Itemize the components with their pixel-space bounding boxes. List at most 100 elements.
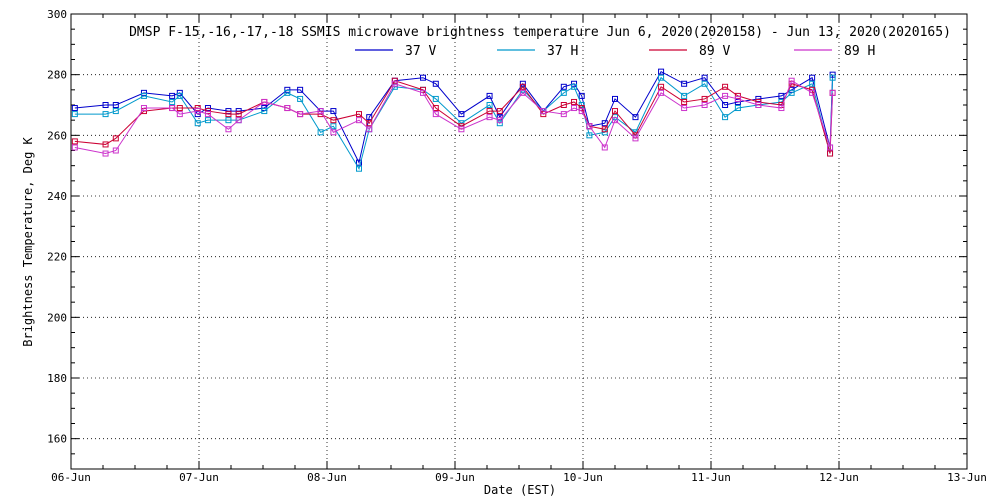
data-point	[225, 126, 232, 133]
data-point	[204, 105, 211, 112]
data-point	[486, 108, 493, 115]
data-point	[681, 92, 688, 99]
data-point	[722, 83, 729, 90]
data-point	[194, 105, 201, 112]
data-point	[176, 92, 183, 99]
data-point	[560, 102, 567, 108]
data-point	[578, 92, 585, 99]
data-point	[778, 92, 785, 99]
data-point	[788, 77, 795, 84]
x-tick-label: 06-Jun	[51, 471, 91, 484]
data-point	[540, 111, 547, 118]
data-point	[235, 111, 242, 118]
data-point	[701, 74, 708, 81]
data-point	[112, 108, 119, 115]
series-layer	[71, 68, 836, 172]
data-point	[496, 108, 503, 115]
data-point	[829, 89, 836, 96]
data-point	[194, 120, 201, 127]
data-point	[681, 98, 688, 105]
data-point	[560, 111, 567, 118]
data-point	[330, 108, 337, 115]
data-point	[496, 117, 503, 124]
x-tick-label: 07-Jun	[179, 471, 219, 484]
x-tick-label: 13-Jun	[947, 471, 987, 484]
data-point	[829, 71, 836, 78]
data-point	[261, 108, 268, 115]
data-point	[71, 111, 78, 118]
legend-label: 89 H	[844, 44, 875, 59]
x-axis-label: Date (EST)	[484, 483, 556, 497]
data-point	[112, 147, 119, 154]
data-point	[778, 105, 785, 112]
data-point	[578, 108, 585, 115]
data-point	[432, 80, 439, 87]
data-point	[571, 105, 578, 112]
data-point	[420, 89, 426, 96]
data-point	[734, 92, 741, 99]
data-point	[204, 117, 211, 124]
data-point	[601, 126, 608, 133]
y-tick-label: 180	[47, 372, 67, 385]
series-line-segment	[829, 92, 834, 148]
x-axis: 06-Jun 07-Jun 08-Jun 09-Jun 10-Jun 11-Jun 12-J…	[51, 14, 987, 484]
y-tick-label: 240	[47, 190, 67, 203]
data-point	[140, 89, 147, 96]
data-point	[102, 150, 109, 157]
data-point	[356, 159, 362, 166]
data-point	[458, 126, 465, 133]
data-point	[658, 89, 665, 96]
data-point	[601, 129, 608, 136]
data-point	[486, 92, 493, 99]
series-89-h	[71, 77, 836, 157]
data-point	[571, 83, 578, 90]
data-point	[496, 120, 503, 127]
data-point	[391, 77, 398, 84]
x-tick-label: 11-Jun	[691, 471, 731, 484]
data-point	[809, 89, 816, 96]
data-point	[284, 89, 291, 96]
data-point	[458, 111, 465, 118]
data-point	[722, 92, 729, 99]
data-point	[356, 165, 362, 172]
y-tick-label: 280	[47, 69, 67, 82]
data-point	[112, 135, 119, 142]
data-point	[560, 83, 567, 90]
data-point	[225, 108, 232, 115]
data-point	[297, 95, 304, 102]
data-point	[194, 108, 201, 115]
data-point	[169, 92, 176, 99]
data-point	[225, 111, 232, 118]
data-point	[755, 98, 762, 105]
data-point	[701, 102, 708, 108]
data-point	[540, 108, 547, 115]
data-point	[612, 108, 618, 115]
data-point	[204, 111, 211, 118]
data-point	[391, 80, 398, 87]
data-point	[681, 105, 688, 112]
data-point	[317, 108, 324, 115]
data-point	[601, 144, 608, 151]
data-point	[432, 105, 439, 112]
data-point	[420, 86, 426, 93]
data-point	[176, 105, 183, 112]
grid	[71, 14, 967, 469]
data-point	[632, 135, 639, 142]
data-point	[612, 117, 618, 124]
data-point	[204, 108, 211, 115]
series-line	[74, 79, 831, 155]
data-point	[297, 86, 304, 93]
data-point	[788, 89, 795, 96]
series-line	[74, 80, 831, 154]
data-point	[658, 83, 665, 90]
legend: 37 V 37 H 89 V 89 H	[355, 44, 875, 59]
y-tick-label: 260	[47, 129, 67, 142]
data-point	[586, 132, 593, 139]
data-point	[356, 117, 362, 124]
data-point	[432, 111, 439, 118]
data-point	[701, 95, 708, 102]
data-point	[829, 74, 836, 81]
data-point	[519, 89, 526, 96]
data-point	[194, 111, 201, 118]
